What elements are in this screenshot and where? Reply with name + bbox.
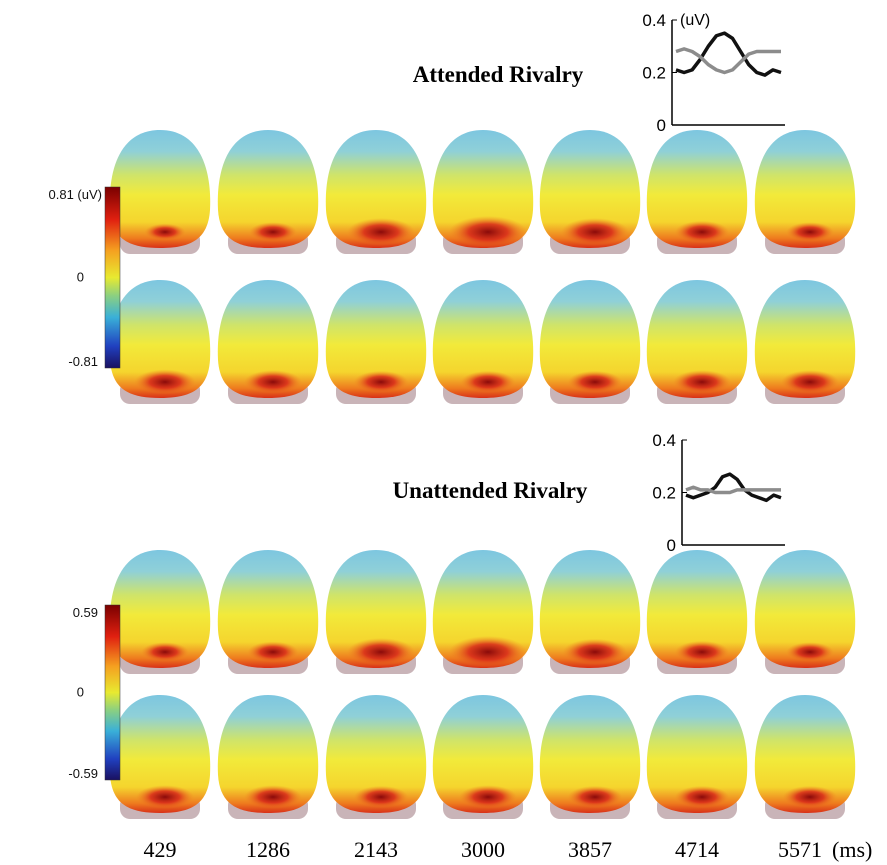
hot-spot — [136, 785, 194, 809]
scalp-map — [218, 695, 318, 819]
series-line — [676, 33, 781, 75]
hot-spot — [449, 216, 527, 248]
time-label: 2143 — [354, 837, 398, 862]
hot-spot — [244, 370, 302, 394]
hot-spot — [249, 222, 297, 242]
hot-spot — [347, 218, 415, 246]
y-tick-label: 0.4 — [642, 11, 666, 30]
page: {"chart_data": [ {"type": "line", "title… — [0, 0, 887, 865]
hot-spot — [675, 786, 729, 808]
scalp-map — [218, 130, 318, 254]
colorbar-label: 0.81 (uV) — [49, 187, 102, 202]
scalp-map — [647, 130, 747, 254]
scalp-map — [326, 280, 426, 404]
scalp-map — [647, 280, 747, 404]
y-tick-label: 0.4 — [652, 431, 676, 450]
scalp-map — [755, 550, 855, 674]
colorbar-label: 0 — [77, 270, 84, 285]
scalp-map — [540, 695, 640, 819]
time-label: 1286 — [246, 837, 290, 862]
hot-spot — [563, 639, 628, 666]
colorbar-label: -0.59 — [68, 766, 98, 781]
hot-spot — [449, 636, 527, 668]
chart-title: Attended Rivalry — [413, 62, 584, 87]
time-label: 3000 — [461, 837, 505, 862]
y-tick-label: 0 — [667, 536, 676, 555]
series-line — [686, 487, 781, 492]
y-tick-label: 0.2 — [652, 484, 676, 503]
scalp-map — [755, 695, 855, 819]
hot-spot — [145, 224, 186, 241]
scalp-map — [647, 695, 747, 819]
colorbar-label: -0.81 — [68, 354, 98, 369]
hot-spot — [673, 370, 731, 394]
hot-spot — [354, 371, 408, 393]
colorbar — [105, 187, 120, 368]
hot-spot — [568, 371, 622, 393]
colorbar-label: 0 — [77, 685, 84, 700]
hot-spot — [347, 638, 415, 666]
hot-spot — [675, 221, 729, 243]
hot-spot — [786, 642, 834, 662]
scalp-map — [326, 130, 426, 254]
scalp-map — [540, 280, 640, 404]
scalp-map — [755, 130, 855, 254]
hot-spot — [561, 218, 629, 246]
scalp-map — [110, 550, 210, 674]
scalp-map — [218, 280, 318, 404]
series-line — [686, 474, 781, 500]
time-label: 4714 — [675, 837, 719, 862]
scalp-map — [433, 550, 533, 674]
scalp-map — [433, 280, 533, 404]
hot-spot — [244, 785, 302, 809]
y-tick-label: 0.2 — [642, 64, 666, 83]
scalp-map — [433, 695, 533, 819]
hot-spot — [461, 371, 515, 393]
chart-title: Unattended Rivalry — [393, 478, 588, 503]
hot-spot — [783, 786, 837, 808]
scalp-map — [433, 130, 533, 254]
hot-spot — [354, 786, 408, 808]
hot-spot — [134, 369, 195, 394]
scalp-map — [218, 550, 318, 674]
colorbar-label: 0.59 — [73, 605, 98, 620]
scalp-map — [326, 550, 426, 674]
hot-spot — [248, 642, 299, 663]
scalp-map — [110, 130, 210, 254]
hot-spot — [459, 785, 517, 809]
time-unit: (ms) — [832, 837, 872, 862]
figure: 0.81 (uV) 0 -0.81 0.59 0 -0.59 Attended Rivalr… — [0, 0, 887, 865]
time-label: 3857 — [568, 837, 612, 862]
hot-spot — [786, 222, 834, 242]
time-label: 5571 — [778, 837, 822, 862]
time-label: 429 — [144, 837, 177, 862]
hot-spot — [568, 786, 622, 808]
scalp-map — [110, 695, 210, 819]
scalp-map — [540, 550, 640, 674]
hot-spot — [141, 642, 189, 662]
scalp-map — [755, 280, 855, 404]
scalp-map — [540, 130, 640, 254]
y-tick-label: 0 — [657, 116, 666, 135]
scalp-map — [110, 280, 210, 404]
hot-spot — [781, 370, 839, 394]
hot-spot — [675, 641, 729, 663]
colorbar — [105, 605, 120, 780]
scalp-map — [647, 550, 747, 674]
y-label: (uV) — [680, 12, 710, 29]
scalp-map — [326, 695, 426, 819]
